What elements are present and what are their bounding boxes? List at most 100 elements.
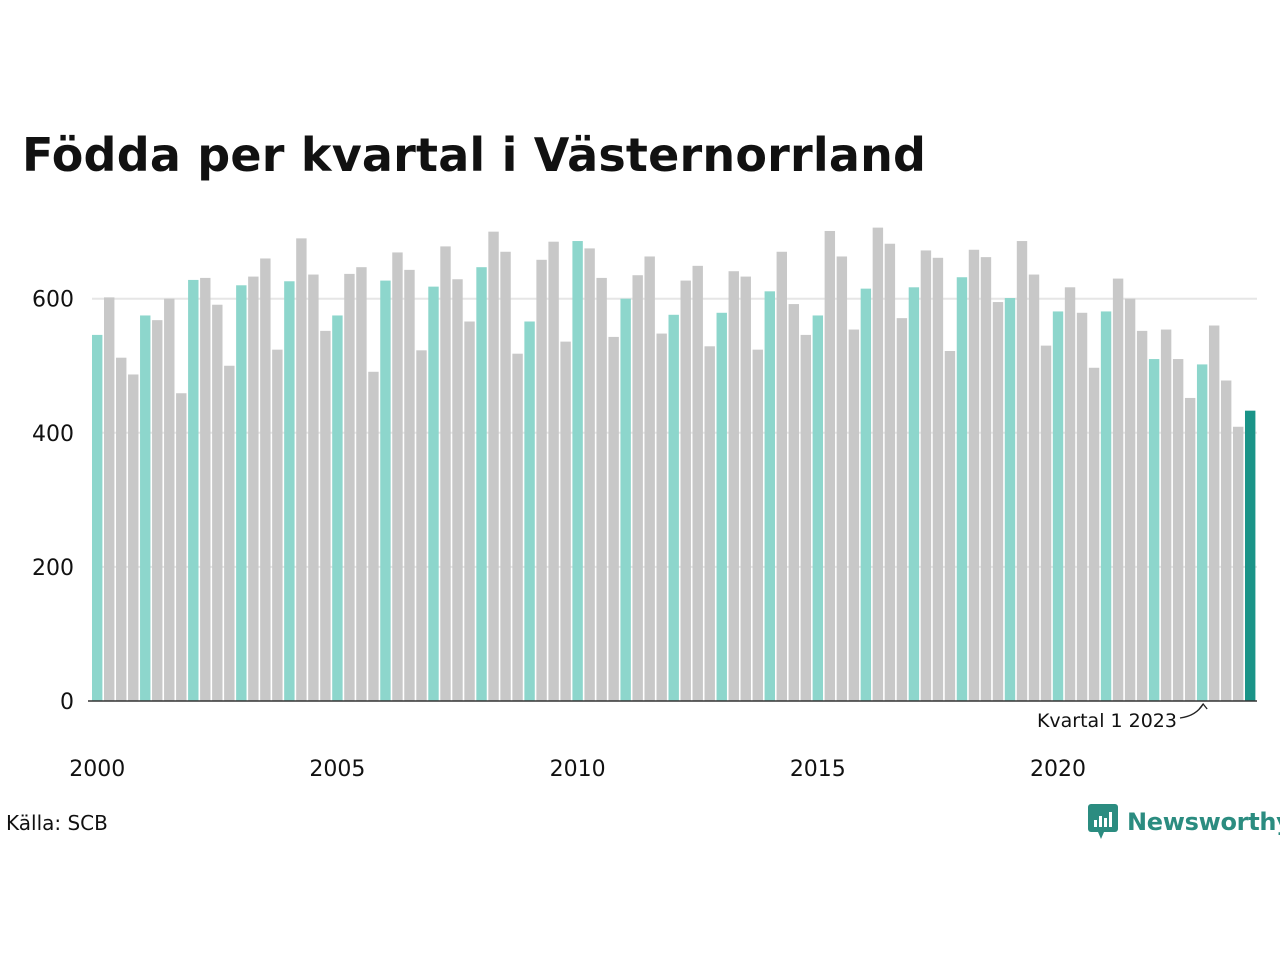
bar [704,346,715,701]
bar [176,393,187,701]
bar [500,251,511,701]
bar [584,248,595,701]
bar [392,252,403,702]
bar [512,353,523,701]
bar [308,274,319,701]
bar [740,276,751,701]
bar [956,277,968,701]
bar [884,243,896,701]
bar [728,271,739,701]
y-tick-label: 600 [32,288,74,313]
bar [632,275,643,701]
bar [272,349,283,701]
bar-chart: 0 200 400 600 2000 2005 2010 2015 2020 Kvartal 1… [32,227,1257,782]
bar [284,281,295,701]
bar [1124,298,1136,701]
bar [764,291,775,701]
bar [212,304,223,701]
annotation-arrowhead [1198,702,1208,710]
bar [1076,312,1088,701]
bar [404,269,415,701]
bar [536,259,547,701]
bar [812,315,824,701]
bar [428,286,439,701]
bar [836,256,848,701]
brand-name: Newsworthy [1127,808,1280,836]
bar [656,333,667,701]
bar [788,304,800,701]
bar [560,341,571,701]
newsworthy-logo-icon [1088,804,1118,839]
bar [896,318,908,701]
x-tick-label: 2005 [309,757,365,782]
chart-title: Födda per kvartal i Västernorrland [22,128,927,182]
x-tick-label: 2010 [550,757,606,782]
newsworthy-logo: Newsworthy [1088,804,1280,840]
bar [1112,278,1124,701]
bar [416,350,427,701]
bar [1184,397,1196,701]
bar [1196,364,1208,701]
bar [776,251,787,701]
bar [992,302,1004,701]
bar [248,276,259,701]
bar [1232,426,1244,701]
bar [236,285,247,701]
bar [620,298,631,701]
bar [224,365,235,701]
bar [1208,325,1220,701]
bar [140,315,151,701]
bar [524,321,535,701]
bar [920,250,932,701]
y-tick-label: 400 [32,422,74,447]
bar [1136,330,1148,701]
y-tick-label: 200 [32,556,74,581]
annotation-label: Kvartal 1 2023 [1037,710,1177,732]
bar [104,297,115,701]
x-tick-label: 2015 [790,757,846,782]
annotation: Kvartal 1 2023 [1037,702,1208,732]
bar [968,249,980,702]
bar [932,257,944,701]
bars [92,227,1256,702]
bar [596,277,607,701]
bar [608,336,619,701]
bar [1172,359,1184,701]
x-tick-label: 2020 [1030,757,1086,782]
bar [668,314,679,701]
bar [1100,311,1112,701]
bar [908,287,920,701]
annotation-arrow [1179,703,1204,719]
source-label: Källa: SCB [6,811,108,835]
bar [824,230,836,702]
bar [380,280,391,701]
bar [1244,410,1256,701]
bar [1148,359,1160,701]
bar [800,334,812,701]
bar [1220,380,1232,701]
bar [752,349,763,701]
axes: 0 200 400 600 2000 2005 2010 2015 2020 [32,288,1257,782]
bar [1088,367,1100,701]
bar [164,298,175,701]
bar [344,273,355,701]
bar [860,288,872,701]
bar [356,267,367,701]
bar [644,256,655,701]
bar [692,265,703,701]
bar [320,330,331,701]
bar [548,241,559,701]
bar [1016,241,1028,702]
bar [152,320,163,701]
bar [716,312,727,701]
bar [488,231,499,701]
bar [116,357,127,701]
bar [572,241,583,702]
bar [476,267,487,701]
bar [1004,298,1016,701]
bar [260,258,271,701]
bar [944,350,956,701]
bar [332,315,343,701]
bar [1052,311,1064,701]
bar [1160,329,1172,701]
